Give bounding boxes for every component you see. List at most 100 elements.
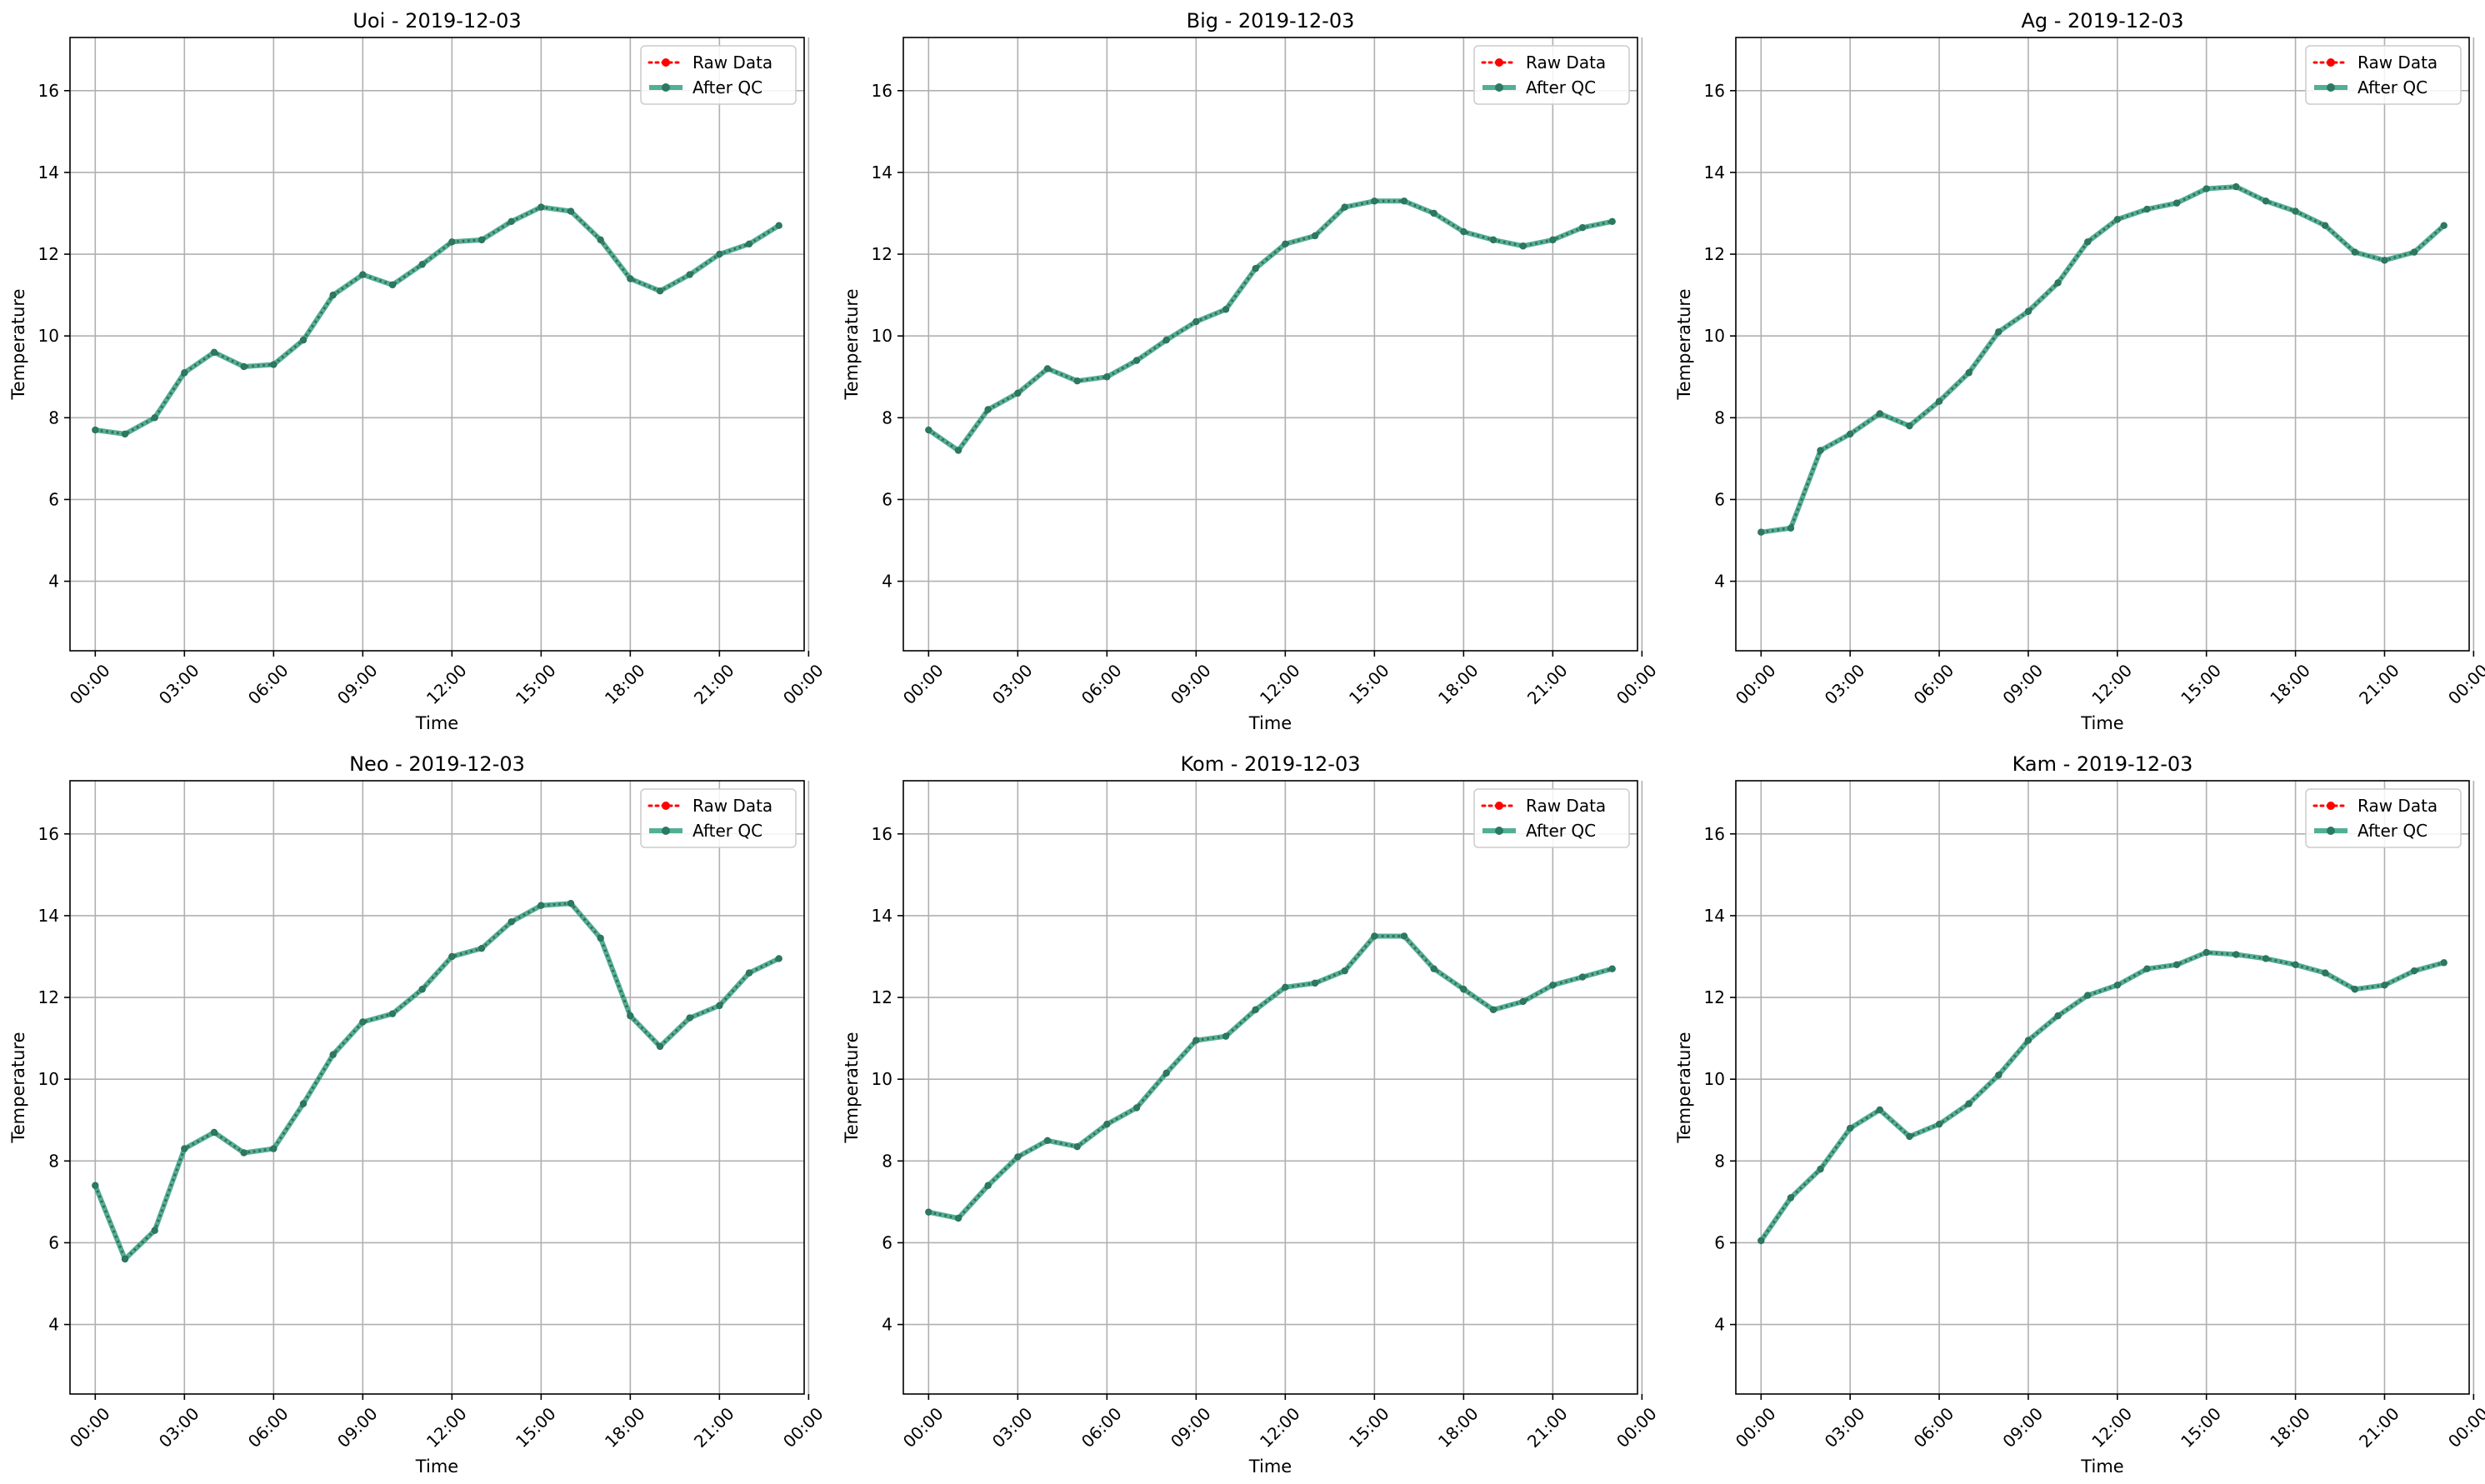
data-point-after-qc — [776, 222, 782, 229]
data-point-after-qc — [92, 427, 98, 433]
data-point-after-qc — [122, 431, 128, 437]
legend: Raw Data After QC — [640, 45, 797, 105]
data-point-after-qc — [2084, 992, 2091, 998]
chart-panel: 4 6 8 10 12 14 16 00:00 03:00 06:00 09:00 12:00 15:0… — [842, 752, 1661, 1477]
legend-label-after-qc: After QC — [1526, 77, 1596, 97]
data-point-after-qc — [2144, 966, 2150, 972]
series-line-raw-data — [928, 935, 1613, 1220]
y-tick-label: 14 — [38, 162, 59, 182]
y-tick-label: 14 — [872, 906, 892, 926]
chart-title: Ag - 2019-12-03 — [2021, 9, 2183, 32]
legend-marker-raw-data — [2327, 58, 2335, 67]
data-point-after-qc — [1371, 197, 1378, 204]
data-point-after-qc — [1282, 984, 1288, 991]
legend: Raw Data After QC — [2305, 45, 2462, 105]
data-point-after-qc — [1044, 1137, 1051, 1144]
data-point-after-qc — [985, 1182, 992, 1189]
data-point-after-qc — [598, 935, 604, 942]
y-tick-label: 12 — [872, 987, 892, 1007]
data-point-after-qc — [330, 292, 337, 298]
data-point-after-qc — [2114, 216, 2121, 222]
data-point-after-qc — [2232, 952, 2239, 957]
data-point-after-qc — [2292, 962, 2298, 968]
y-tick-label: 12 — [38, 244, 59, 264]
x-tick-label: 03:00 — [988, 1403, 1037, 1452]
x-tick-label: 09:00 — [333, 660, 382, 708]
series-line-after-qc — [1758, 184, 2447, 535]
data-point-after-qc — [181, 1146, 188, 1152]
axes-frame — [1735, 37, 2470, 652]
y-tick-label: 14 — [872, 162, 892, 182]
x-tick-label: 00:00 — [66, 1403, 114, 1452]
x-tick-label: 03:00 — [1821, 1403, 1869, 1452]
data-point-after-qc — [2382, 257, 2388, 263]
x-tick-label: 03:00 — [988, 660, 1037, 708]
y-axis-label: Temperature — [1674, 288, 1694, 400]
axes-frame — [69, 780, 805, 1395]
data-point-after-qc — [955, 1215, 962, 1222]
data-point-after-qc — [1818, 1166, 1823, 1172]
y-tick-label: 10 — [1704, 1069, 1725, 1089]
x-tick-label: 12:00 — [2088, 1403, 2136, 1452]
data-point-after-qc — [2055, 1012, 2061, 1019]
data-point-after-qc — [1877, 1107, 1883, 1113]
data-point-after-qc — [687, 272, 693, 277]
data-point-after-qc — [300, 1101, 307, 1107]
data-point-after-qc — [1490, 1007, 1497, 1013]
legend-label-after-qc: After QC — [2358, 77, 2428, 97]
data-point-after-qc — [1222, 306, 1229, 312]
data-point-after-qc — [1133, 357, 1140, 364]
data-point-after-qc — [478, 237, 485, 243]
y-tick-label: 8 — [882, 407, 892, 427]
y-tick-label: 16 — [38, 824, 59, 844]
y-tick-label: 12 — [1704, 987, 1725, 1007]
data-point-after-qc — [1192, 318, 1199, 325]
legend-label-after-qc: After QC — [2358, 821, 2428, 841]
x-tick-label: 00:00 — [1732, 1403, 1780, 1452]
x-tick-label: 15:00 — [1345, 660, 1393, 708]
x-tick-label: 00:00 — [899, 660, 948, 708]
data-point-after-qc — [1936, 1121, 1942, 1127]
x-tick-label: 00:00 — [779, 660, 828, 708]
data-point-after-qc — [568, 900, 574, 907]
data-point-after-qc — [419, 986, 426, 992]
data-point-after-qc — [2114, 982, 2121, 988]
legend-marker-raw-data — [662, 58, 670, 67]
legend-marker-raw-data — [2327, 802, 2335, 810]
data-point-after-qc — [1966, 369, 1972, 376]
y-tick-label: 6 — [48, 1232, 59, 1252]
data-point-after-qc — [1520, 998, 1527, 1005]
y-tick-label: 14 — [38, 906, 59, 926]
data-point-after-qc — [1609, 966, 1616, 972]
x-tick-label: 09:00 — [333, 1403, 382, 1452]
data-point-after-qc — [270, 1146, 277, 1152]
data-point-after-qc — [1014, 390, 1021, 397]
y-axis-label: Temperature — [8, 1032, 28, 1143]
axes-frame — [902, 780, 1638, 1395]
x-tick-label: 18:00 — [2266, 1403, 2314, 1452]
chart-title: Kom - 2019-12-03 — [1181, 752, 1361, 776]
y-tick-label: 16 — [872, 824, 892, 844]
legend-label-after-qc: After QC — [1526, 821, 1596, 841]
y-tick-label: 6 — [48, 489, 59, 509]
x-tick-label: 00:00 — [1732, 660, 1780, 708]
x-tick-label: 00:00 — [66, 660, 114, 708]
x-axis-label: Time — [2080, 713, 2123, 733]
data-point-after-qc — [152, 414, 158, 421]
series-line-raw-data — [95, 206, 780, 436]
x-tick-label: 00:00 — [1612, 1403, 1661, 1452]
data-point-after-qc — [1877, 411, 1883, 417]
data-point-after-qc — [1252, 1007, 1259, 1013]
data-point-after-qc — [627, 276, 633, 282]
data-point-after-qc — [1252, 265, 1259, 272]
plot-area — [70, 37, 804, 651]
y-tick-label: 12 — [38, 987, 59, 1007]
y-tick-label: 16 — [38, 81, 59, 101]
data-point-after-qc — [2173, 200, 2180, 207]
data-point-after-qc — [211, 349, 218, 356]
legend-label-raw-data: Raw Data — [1526, 52, 1606, 72]
x-axis-label: Time — [1248, 1457, 1292, 1477]
data-point-after-qc — [1847, 1125, 1853, 1132]
data-point-after-qc — [1431, 966, 1438, 972]
legend-marker-raw-data — [1495, 802, 1503, 810]
